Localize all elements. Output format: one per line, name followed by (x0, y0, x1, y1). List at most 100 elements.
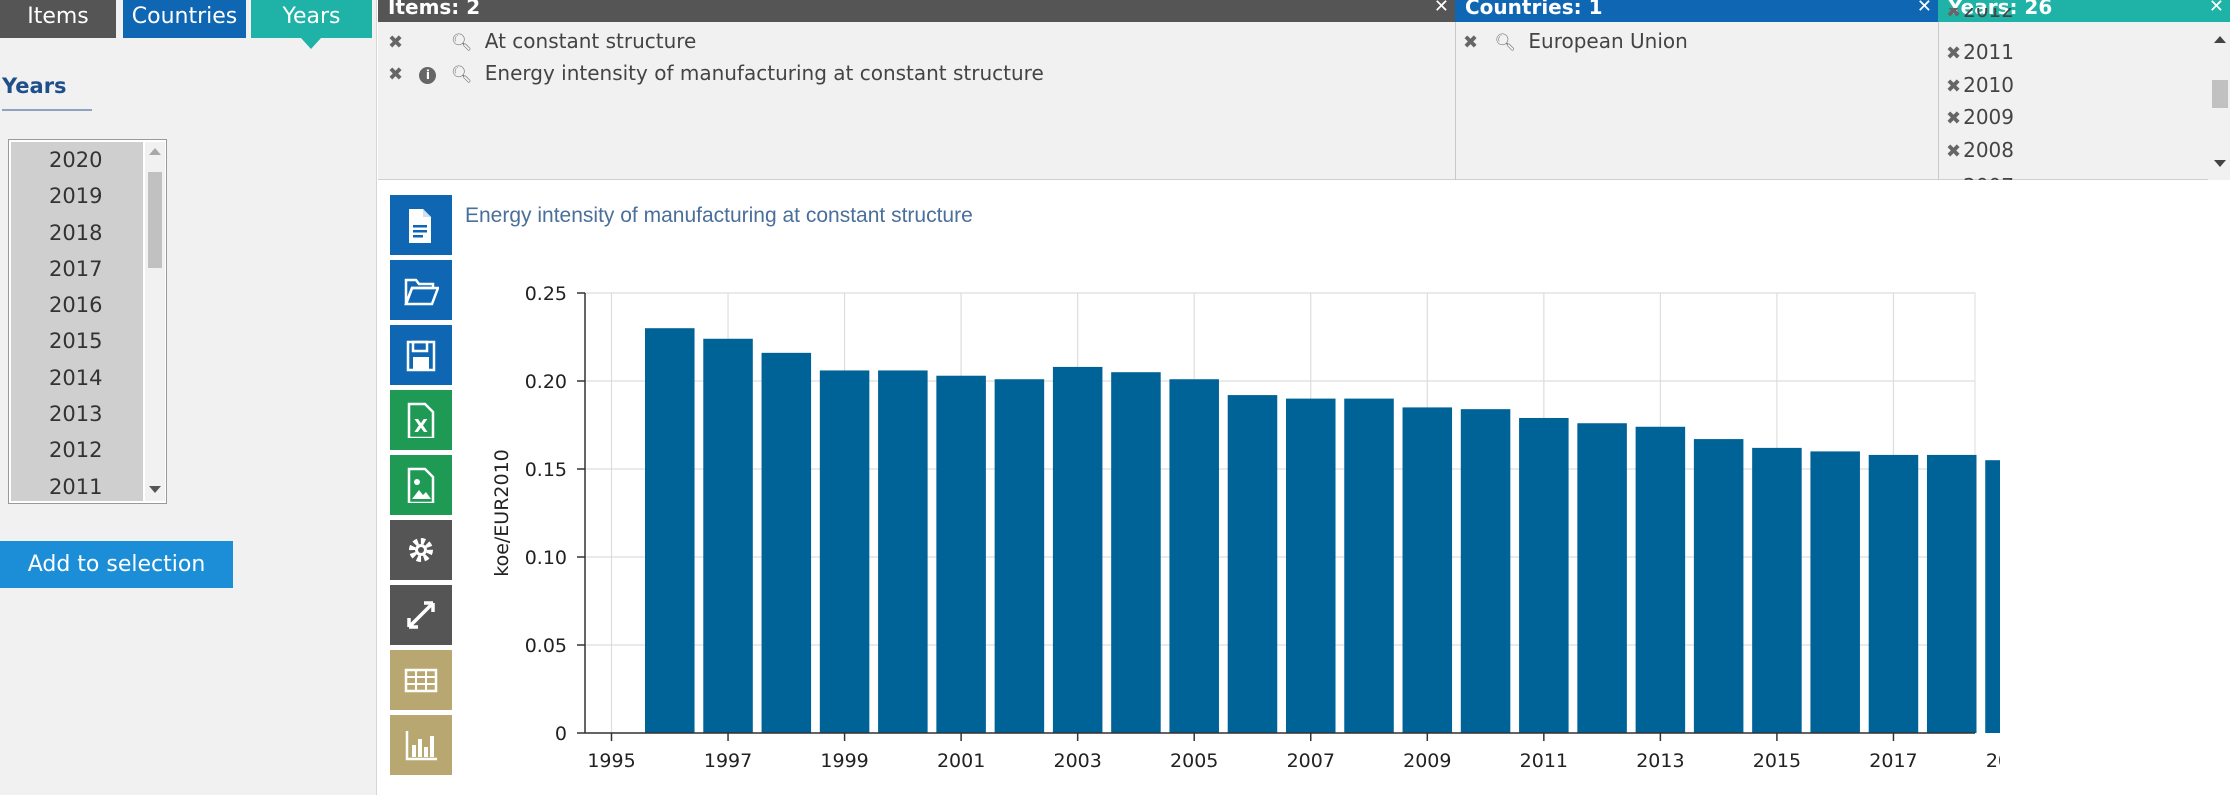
active-tab-pointer (301, 38, 321, 49)
bar-chart-icon (405, 731, 437, 761)
bar-2019[interactable] (1985, 460, 2000, 733)
gear-button[interactable] (390, 520, 452, 580)
year-option[interactable]: 2020 (49, 148, 103, 172)
scroll-thumb[interactable] (148, 172, 162, 268)
year-option[interactable]: 2012 (49, 438, 103, 463)
scroll-down-arrow[interactable] (149, 486, 161, 493)
scroll-up-arrow[interactable] (2214, 36, 2226, 43)
year-option[interactable]: 2011 (49, 474, 103, 499)
y-axis-label: koe/EUR2010 (491, 449, 513, 577)
remove-year-icon[interactable]: ✖ (1946, 8, 1962, 22)
bar-2015[interactable] (1752, 447, 1802, 733)
remove-year-icon[interactable]: ✖ (1946, 140, 1962, 162)
clear-years-icon[interactable]: ✕ (2208, 0, 2224, 17)
years-options: 2020 2019 2018 2017 2016 2015 2014 2013 2012 2011 (11, 142, 143, 501)
x-tick-label: 2003 (1053, 750, 1101, 772)
remove-year-icon[interactable]: ✖ (1946, 43, 1962, 64)
tab-items[interactable]: Items (0, 0, 116, 38)
year-option[interactable]: 2015 (49, 329, 103, 354)
bar-2018[interactable] (1926, 454, 1977, 733)
year-option[interactable]: 2014 (49, 365, 103, 390)
items-count-label: Items: 2 (388, 0, 481, 19)
selected-years-scrollbar[interactable] (2208, 22, 2230, 180)
bar-2014[interactable] (1693, 439, 1744, 733)
bar-chart-button[interactable] (390, 715, 452, 775)
bar-2016[interactable] (1810, 451, 1860, 733)
selected-year-partial: ✖ 2012 (1946, 8, 2014, 22)
year-option[interactable]: 2018 (49, 220, 103, 245)
bar-2000[interactable] (878, 370, 928, 733)
add-to-selection-button[interactable]: Add to selection (0, 541, 233, 588)
bar-2007[interactable] (1285, 398, 1336, 733)
bar-1998[interactable] (761, 352, 812, 733)
bar-2012[interactable] (1577, 423, 1627, 733)
selected-year-label: 2011 (1963, 40, 2014, 64)
year-option[interactable]: 2017 (49, 256, 103, 281)
y-tick-label: 0.05 (525, 635, 567, 657)
bar-1999[interactable] (819, 370, 870, 733)
search-icon[interactable]: 🔍︎ (450, 33, 473, 53)
bar-2002[interactable] (994, 379, 1045, 733)
remove-item-icon[interactable]: ✖ (388, 64, 404, 85)
bar-2006[interactable] (1227, 395, 1278, 733)
x-tick-label: 1999 (820, 750, 868, 772)
year-option[interactable]: 2016 (49, 293, 103, 318)
tab-years[interactable]: Years (251, 0, 372, 38)
bar-2010[interactable] (1460, 409, 1511, 733)
excel-button[interactable]: X (390, 390, 452, 450)
year-option[interactable]: 2019 (49, 184, 103, 209)
selected-item: ✖ i 🔍︎ Energy intensity of manufacturing… (388, 61, 1044, 85)
countries-selection-header: Countries: 1 ✕ (1455, 0, 1938, 22)
remove-year-icon[interactable]: ✖ (1946, 177, 1961, 180)
remove-item-icon[interactable]: ✖ (388, 32, 404, 53)
clear-countries-icon[interactable]: ✕ (1916, 0, 1932, 17)
x-tick-label: 1995 (587, 750, 635, 772)
years-listbox-scrollbar[interactable] (145, 142, 165, 501)
selected-year-label: 2008 (1963, 137, 2014, 162)
x-tick-label: 2019 (1986, 750, 2000, 772)
remove-country-icon[interactable]: ✖ (1463, 32, 1479, 53)
bar-2009[interactable] (1402, 407, 1453, 733)
search-icon[interactable]: 🔍︎ (450, 65, 473, 85)
scroll-down-arrow[interactable] (2214, 160, 2226, 167)
bar-2001[interactable] (936, 375, 986, 733)
document-button[interactable] (390, 195, 452, 255)
section-underline (2, 109, 92, 111)
save-button[interactable] (390, 325, 452, 385)
search-icon[interactable]: 🔍︎ (1494, 33, 1517, 53)
x-tick-label: 2017 (1869, 750, 1917, 772)
bar-2003[interactable] (1052, 366, 1103, 733)
image-button[interactable] (390, 455, 452, 515)
table-button[interactable] (390, 650, 452, 710)
remove-year-icon[interactable]: ✖ (1946, 75, 1962, 97)
remove-year-icon[interactable]: ✖ (1946, 108, 1962, 129)
bar-1997[interactable] (703, 338, 753, 733)
dimension-tabs: Items Countries Years (0, 0, 377, 49)
left-panel: Items Countries Years Years 2020 2019 2018… (0, 0, 377, 795)
info-icon[interactable]: i (419, 67, 437, 84)
selected-year-label: 2010 (1963, 72, 2014, 97)
bar-2011[interactable] (1519, 417, 1569, 733)
bar-2005[interactable] (1169, 379, 1219, 733)
bar-chart: 0 0.05 0.10 0.15 0.20 0.25 1995 1997 1999 2001 200… (491, 283, 2000, 772)
scroll-thumb[interactable] (2212, 80, 2228, 108)
bar-1996[interactable] (645, 328, 695, 733)
selected-year-partial: ✖2007 (1946, 171, 2014, 180)
folder-open-icon (404, 278, 439, 306)
bar-2013[interactable] (1635, 426, 1686, 733)
x-tick-label: 2013 (1636, 750, 1684, 772)
clear-items-icon[interactable]: ✕ (1433, 0, 1449, 17)
year-option[interactable]: 2013 (49, 402, 103, 427)
bar-2008[interactable] (1344, 398, 1394, 733)
years-listbox[interactable]: 2020 2019 2018 2017 2016 2015 2014 2013 2012 2011 (8, 139, 167, 504)
tab-countries[interactable]: Countries (123, 0, 246, 38)
excel-icon: X (407, 402, 435, 438)
x-tick-label: 2007 (1287, 750, 1335, 772)
years-selection-header: Years: 26 ✕ (1938, 0, 2230, 22)
folder-open-button[interactable] (390, 260, 452, 320)
bar-2004[interactable] (1111, 372, 1161, 733)
bar-2017[interactable] (1868, 454, 1919, 733)
table-icon (404, 668, 438, 693)
expand-button[interactable] (390, 585, 452, 645)
scroll-up-arrow[interactable] (149, 148, 161, 155)
